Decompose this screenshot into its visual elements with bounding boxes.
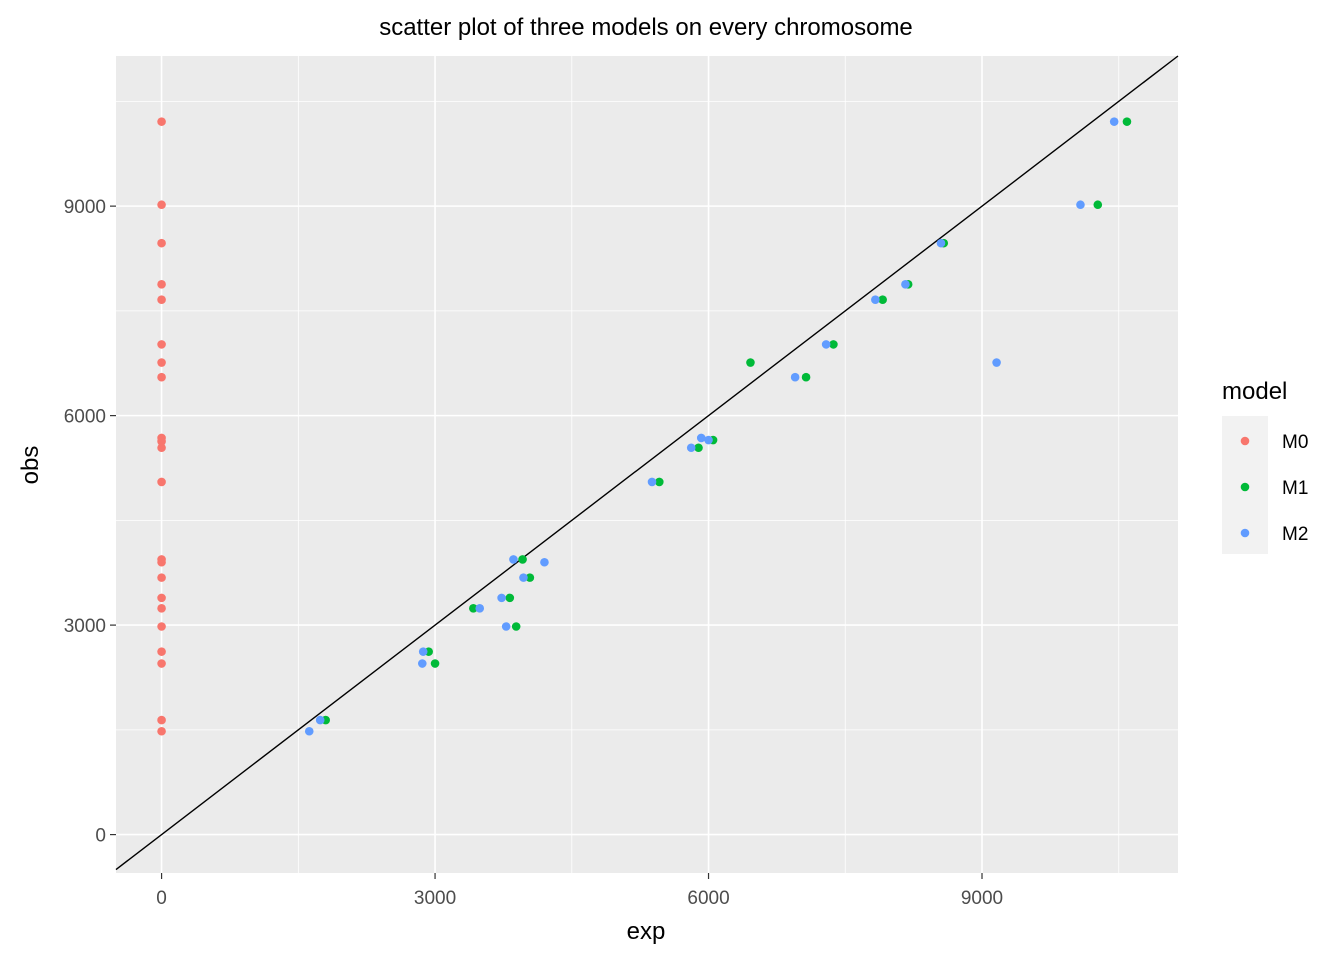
legend-title: model xyxy=(1222,378,1287,405)
point-m0 xyxy=(157,340,166,349)
point-m2 xyxy=(315,715,325,725)
point-m1 xyxy=(694,443,703,453)
point-m2 xyxy=(1076,200,1085,210)
point-m2 xyxy=(821,340,831,349)
legend: model M0 M1 M2 xyxy=(1222,378,1308,554)
point-m0 xyxy=(157,573,166,582)
point-m0 xyxy=(157,477,166,487)
point-m2 xyxy=(871,295,880,305)
y-axis-ticks: 0 3000 6000 9000 xyxy=(64,197,116,847)
point-m1 xyxy=(746,358,755,367)
legend-label-m2: M2 xyxy=(1282,524,1308,545)
point-m0 xyxy=(157,726,166,736)
data-points xyxy=(157,117,1132,736)
point-m0 xyxy=(157,437,166,446)
point-m1 xyxy=(469,604,478,613)
identity-reference-line xyxy=(115,55,1179,871)
point-m0 xyxy=(157,557,166,567)
major-gridlines xyxy=(116,56,1178,873)
point-m2 xyxy=(501,622,511,631)
legend-key-m2 xyxy=(1240,528,1250,538)
point-m2 xyxy=(992,358,1001,367)
point-m2 xyxy=(901,280,910,289)
point-m1 xyxy=(878,295,887,305)
point-m2 xyxy=(790,372,800,382)
x-tick-label: 3000 xyxy=(414,888,456,909)
x-tick-label: 6000 xyxy=(687,888,729,909)
point-m2 xyxy=(509,555,518,564)
legend-key-m0 xyxy=(1240,436,1250,446)
point-m0 xyxy=(157,604,166,613)
x-tick-label: 9000 xyxy=(961,888,1003,909)
point-m1 xyxy=(655,477,664,487)
point-m0 xyxy=(157,715,166,725)
point-m2 xyxy=(647,477,657,487)
point-m0 xyxy=(157,659,166,668)
point-m1 xyxy=(801,372,811,382)
point-m2 xyxy=(417,659,427,668)
y-axis-title: obs xyxy=(17,446,44,485)
point-m0 xyxy=(157,372,166,382)
y-tick-label: 9000 xyxy=(64,197,106,218)
point-m0 xyxy=(157,647,166,656)
point-m2 xyxy=(540,557,549,567)
point-m1 xyxy=(829,340,838,349)
point-m2 xyxy=(1109,117,1119,126)
point-m0 xyxy=(157,622,166,631)
y-tick-label: 6000 xyxy=(64,407,106,428)
legend-label-m1: M1 xyxy=(1282,478,1308,499)
point-m2 xyxy=(519,573,528,582)
point-m0 xyxy=(157,280,166,289)
x-axis-title: exp xyxy=(627,918,666,945)
point-m1 xyxy=(525,573,535,582)
point-m2 xyxy=(704,435,713,445)
point-m1 xyxy=(1093,200,1103,210)
legend-label-m0: M0 xyxy=(1282,432,1308,453)
point-m1 xyxy=(430,659,440,668)
point-m2 xyxy=(475,604,485,613)
point-m0 xyxy=(157,200,166,210)
point-m1 xyxy=(518,555,527,564)
minor-gridlines xyxy=(116,56,1178,873)
point-m1 xyxy=(511,622,521,631)
y-tick-label: 3000 xyxy=(64,616,106,637)
chart-title: scatter plot of three models on every ch… xyxy=(379,14,913,41)
point-m2 xyxy=(686,443,696,453)
x-axis-ticks: 0 3000 6000 9000 xyxy=(156,873,1003,909)
point-m2 xyxy=(497,593,506,603)
y-tick-label: 0 xyxy=(95,826,106,847)
point-m0 xyxy=(157,238,166,248)
point-m2 xyxy=(936,238,946,248)
point-m2 xyxy=(418,647,428,656)
point-m2 xyxy=(696,433,706,443)
point-m2 xyxy=(304,726,314,736)
point-m0 xyxy=(157,295,166,305)
point-m0 xyxy=(157,117,166,126)
point-m0 xyxy=(157,358,166,367)
x-tick-label: 0 xyxy=(156,888,167,909)
point-m1 xyxy=(505,593,515,603)
point-m0 xyxy=(157,443,166,453)
point-m1 xyxy=(1122,117,1132,126)
point-m0 xyxy=(157,593,166,603)
legend-key-m1 xyxy=(1240,482,1250,492)
